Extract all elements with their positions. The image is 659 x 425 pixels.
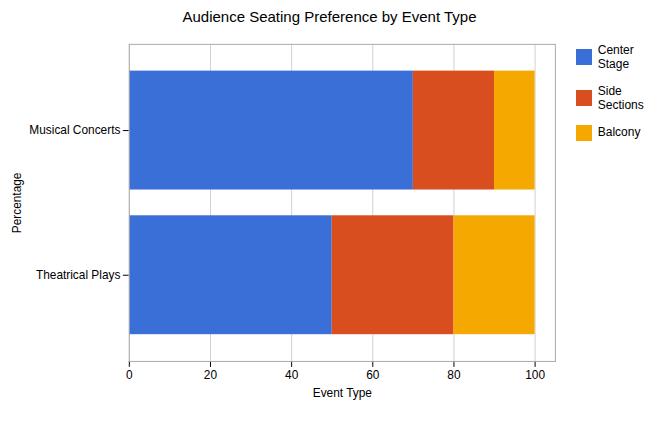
svg-text:0: 0	[126, 368, 133, 382]
svg-text:Percentage: Percentage	[10, 172, 24, 233]
html-text:Audience Seating Preference by: Audience Seating Preference by Event Typ…	[182, 8, 477, 25]
svg-text:40: 40	[285, 368, 299, 382]
svg-text:Theatrical Plays: Theatrical Plays	[36, 268, 121, 282]
html-text:Center Stage: Center Stage	[597, 43, 634, 72]
html-text:Side Sections: Side Sections	[597, 83, 644, 113]
svg-text:80: 80	[447, 368, 461, 382]
svg-text:20: 20	[204, 368, 218, 382]
svg-text:Event Type: Event Type	[313, 386, 373, 400]
svg-text:100: 100	[525, 368, 545, 382]
svg-text:60: 60	[366, 368, 380, 382]
svg-text:Musical Concerts: Musical Concerts	[29, 123, 120, 137]
html-text:Balcony: Balcony	[597, 125, 641, 140]
